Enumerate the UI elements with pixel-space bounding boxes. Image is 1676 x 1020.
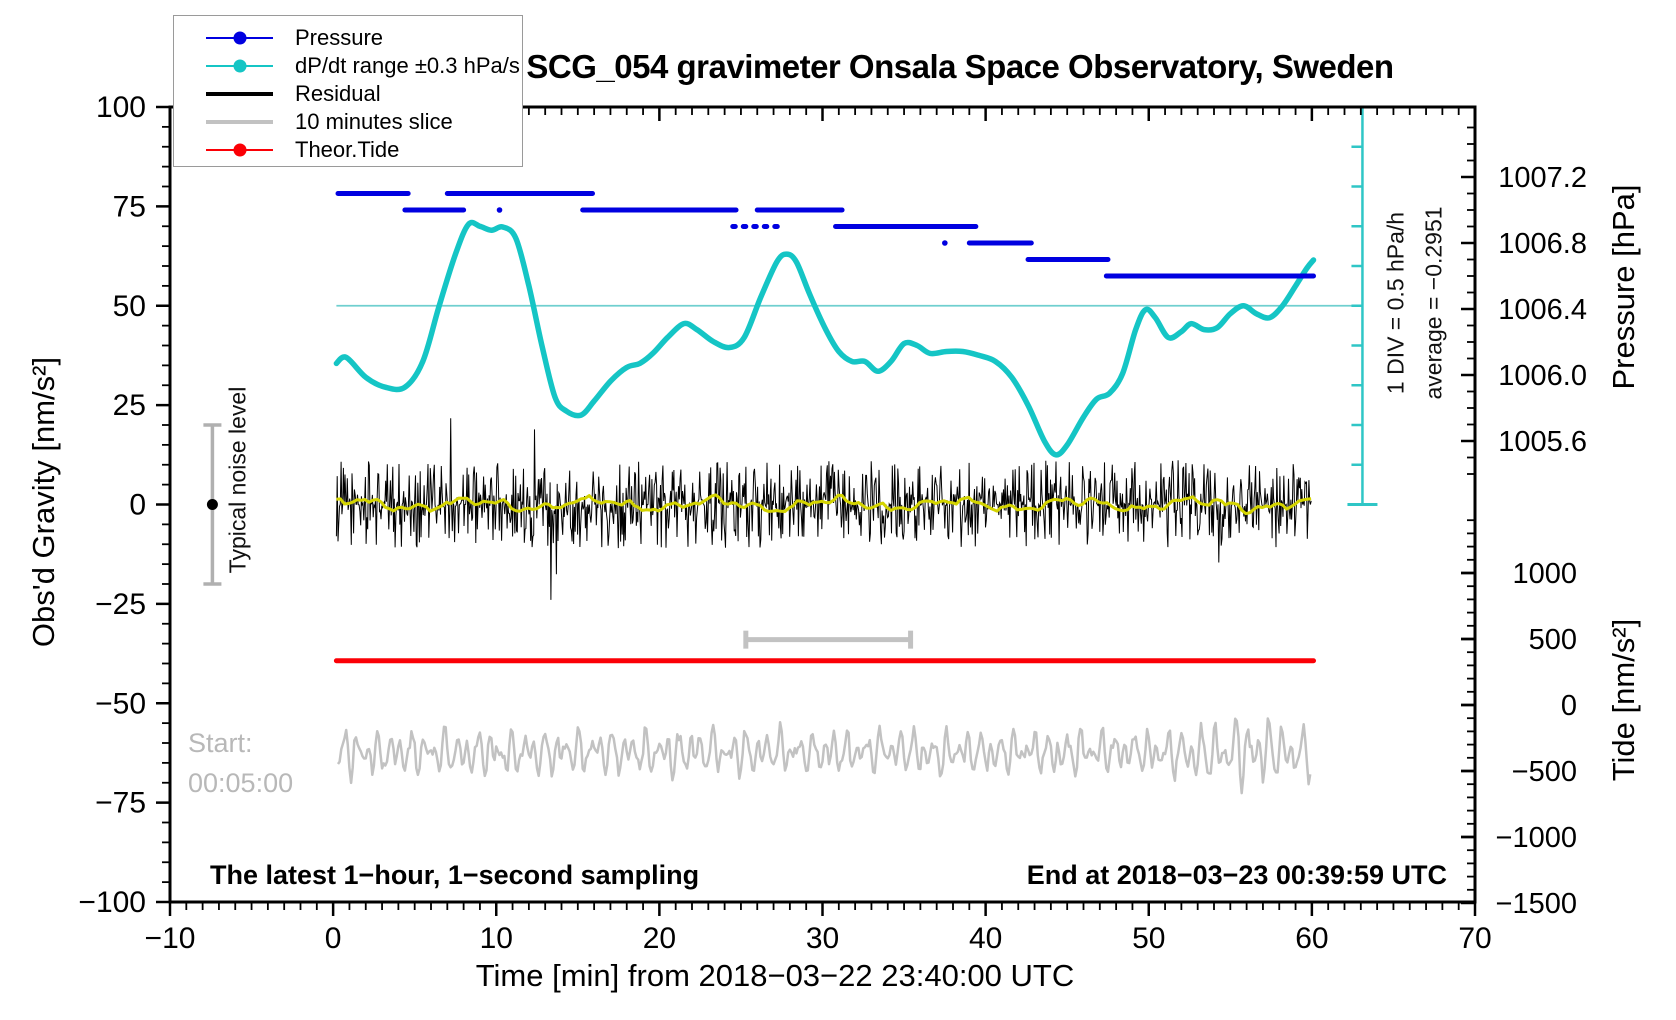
dpdt-curve [333, 219, 1317, 458]
legend-label: Theor.Tide [295, 137, 400, 162]
noise-errorbar-dot [206, 499, 218, 510]
typical-noise-label: Typical noise level [224, 386, 251, 574]
legend-item-tide: Theor.Tide [174, 136, 522, 164]
legend-item-residual: Residual [174, 80, 522, 108]
chart-title: SCG_054 gravimeter Onsala Space Observat… [526, 48, 1394, 85]
legend-item-slice: 10 minutes slice [174, 108, 522, 136]
tide-axis-label: Tide [nm/s²] [1606, 618, 1641, 782]
time-axis-label: Time [min] from 2018−03−22 23:40:00 UTC [475, 958, 1075, 993]
slice-line-marker [206, 115, 273, 129]
tide-tick-label: −1000 [1496, 822, 1577, 854]
tide-tick-label: 500 [1529, 624, 1577, 656]
x-tick-label: 20 [643, 922, 676, 955]
gravity-tick-label: −50 [95, 687, 146, 720]
gravity-tick-label: −100 [78, 886, 146, 919]
tide-tick-label: −500 [1512, 756, 1577, 788]
tide-tick-label: 0 [1561, 690, 1577, 722]
slice-trace [336, 717, 1312, 795]
dpdt-line-marker [206, 59, 273, 73]
series-layer [203, 105, 1378, 795]
x-tick-label: −10 [145, 922, 196, 955]
pressure-dot [496, 207, 503, 213]
tide-tick-label: 1000 [1512, 558, 1577, 590]
pressure-tick-label: 1007.2 [1498, 162, 1587, 194]
pressure-axis-label: Pressure [hPa] [1606, 184, 1641, 390]
x-tick-label: 50 [1132, 922, 1165, 955]
tick-labels-layer: −10 0 10 20 30 40 50 60 701007550250−25−50−75−10… [78, 91, 1587, 955]
legend-label: 10 minutes slice [295, 109, 453, 134]
gravity-tick-label: 75 [113, 190, 146, 223]
tide-line-marker [206, 143, 273, 157]
end-time-note: End at 2018−03−23 00:39:59 UTC [1026, 860, 1447, 890]
legend-item-dpdt: dP/dt range ±0.3 hPa/s [174, 52, 522, 80]
pressure-tick-label: 1006.0 [1498, 360, 1587, 392]
residual-line-marker [206, 87, 273, 101]
legend-box: Pressure dP/dt range ±0.3 hPa/s Residual… [173, 15, 523, 167]
pressure-dot [942, 240, 948, 246]
x-tick-label: 10 [480, 922, 513, 955]
x-tick-label: 0 [325, 922, 342, 955]
gravity-tick-label: 25 [113, 389, 146, 422]
pressure-line-marker [206, 31, 273, 45]
gravity-tick-label: 0 [129, 489, 146, 522]
average-label: average = −0.2951 [1420, 206, 1447, 400]
x-tick-label: 70 [1458, 922, 1491, 955]
x-tick-label: 60 [1295, 922, 1328, 955]
legend-item-pressure: Pressure [174, 24, 522, 52]
x-tick-label: 40 [969, 922, 1002, 955]
gravity-tick-label: −75 [95, 787, 146, 820]
start-label: Start: [188, 728, 253, 758]
x-tick-label: 30 [806, 922, 839, 955]
sampling-note: The latest 1−hour, 1−second sampling [210, 860, 700, 890]
div-scale-label: 1 DIV = 0.5 hPa/h [1382, 211, 1409, 395]
gravity-axis-label: Obs'd Gravity [nm/s²] [26, 356, 61, 648]
frame-layer [156, 105, 1477, 916]
legend-label: Residual [295, 81, 381, 106]
tide-tick-label: −1500 [1496, 888, 1577, 920]
legend-label: Pressure [295, 25, 384, 50]
residual-smoothed-trace [336, 493, 1312, 516]
start-time: 00:05:00 [188, 768, 294, 798]
pressure-tick-label: 1006.8 [1498, 228, 1587, 260]
gravity-tick-label: −25 [95, 588, 146, 621]
gravity-tick-label: 50 [113, 290, 146, 323]
pressure-tick-label: 1005.6 [1498, 426, 1587, 458]
legend-label: dP/dt range ±0.3 hPa/s [295, 53, 520, 78]
pressure-tick-label: 1006.4 [1498, 294, 1587, 326]
gravity-tick-label: 100 [96, 91, 146, 124]
